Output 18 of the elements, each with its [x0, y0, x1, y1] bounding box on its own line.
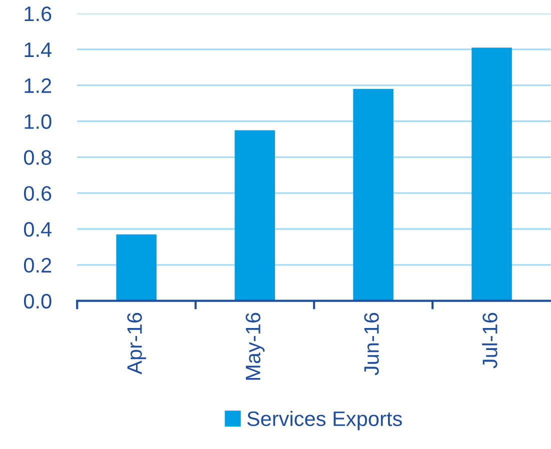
y-tick-label: 0.6: [24, 186, 52, 201]
legend-label: Services Exports: [247, 410, 402, 430]
bar: [116, 234, 157, 301]
y-tick-label: 0.8: [24, 150, 52, 165]
y-tick-label: 0.2: [24, 258, 52, 273]
x-tick-label: May-16: [246, 312, 265, 380]
bar: [234, 130, 275, 301]
y-tick-label: 1.6: [24, 6, 52, 22]
y-tick-label: 0.4: [24, 222, 52, 237]
y-tick-label: 1.0: [24, 114, 52, 129]
y-tick-label: 1.4: [24, 42, 52, 57]
x-tick-label: Jun-16: [364, 312, 379, 376]
y-tick-label: 1.2: [24, 78, 52, 93]
x-tick-label: Apr-16: [127, 312, 146, 374]
bar: [353, 88, 394, 301]
y-tick-label: 0.0: [24, 294, 52, 309]
x-tick-label: Jul-16: [482, 312, 498, 368]
bar: [472, 48, 512, 301]
